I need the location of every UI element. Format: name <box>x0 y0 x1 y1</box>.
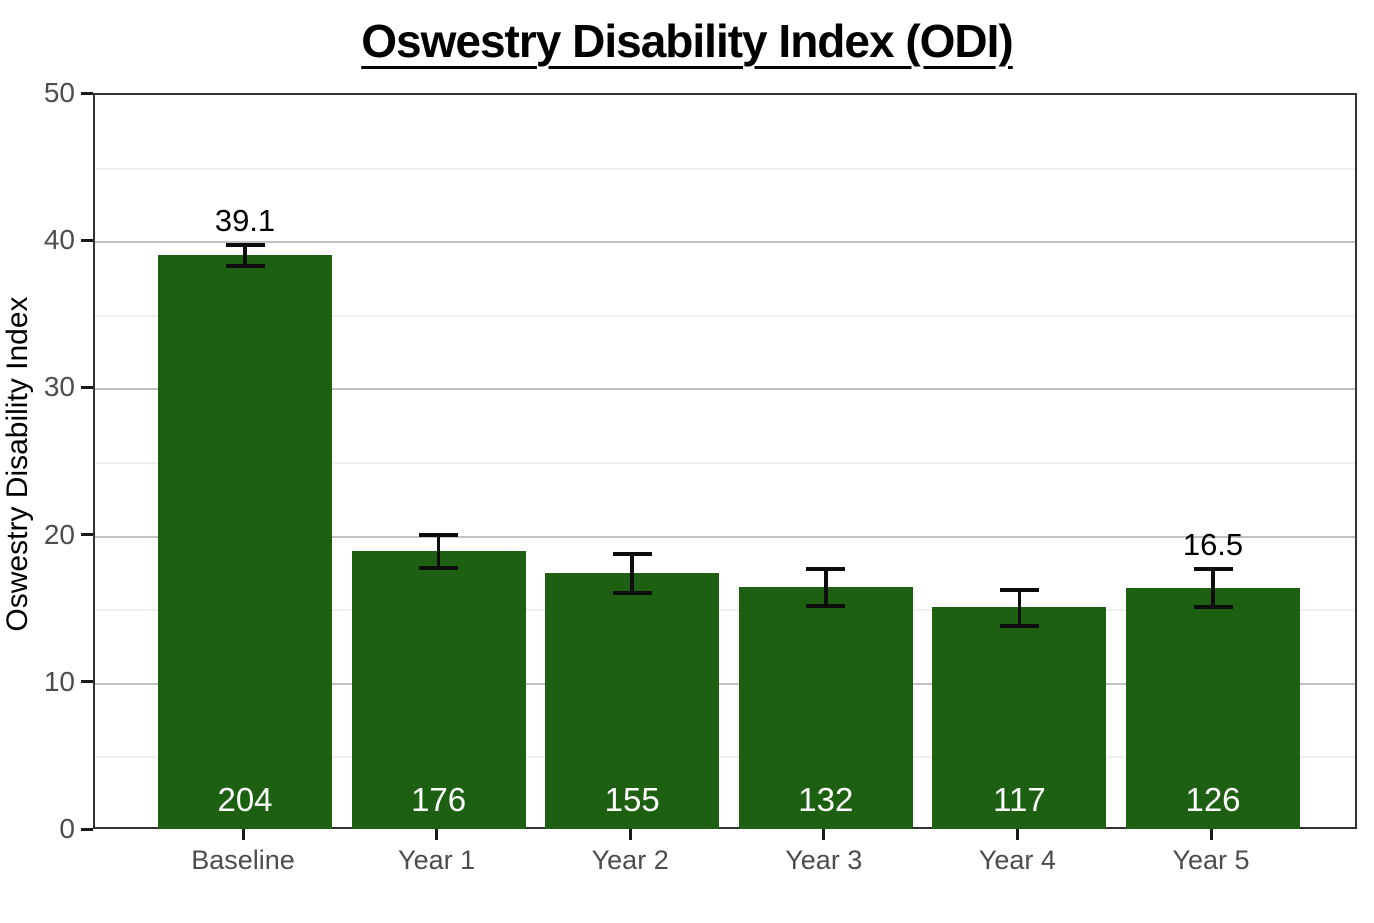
y-tick-mark <box>81 91 93 95</box>
x-tick-mark <box>822 829 826 840</box>
y-tick-label: 30 <box>43 371 75 403</box>
y-tick-label: 10 <box>43 665 75 697</box>
chart-title: Oswestry Disability Index (ODI) <box>361 15 1014 67</box>
error-bar-line <box>824 568 828 606</box>
major-gridline <box>95 682 1355 685</box>
x-tick-mark <box>241 829 245 840</box>
bar-value-label: 39.1 <box>214 203 276 239</box>
y-tick-mark <box>81 827 93 831</box>
error-bar-cap-top <box>1193 566 1233 571</box>
error-bar-cap-bottom <box>999 624 1039 629</box>
bar-count-label: 155 <box>604 781 660 818</box>
error-bar-cap-top <box>999 587 1039 592</box>
bar <box>158 255 332 829</box>
error-bar-line <box>630 554 634 593</box>
x-tick-mark <box>628 829 632 840</box>
bar <box>932 607 1107 829</box>
bar <box>738 586 913 829</box>
x-tick-label: Baseline <box>191 845 295 875</box>
minor-gridline <box>95 756 1355 759</box>
bar-value-label: 16.5 <box>1182 526 1244 562</box>
bar <box>351 551 526 829</box>
y-tick-label: 50 <box>43 77 75 108</box>
bar-count-label: 176 <box>411 781 467 818</box>
major-gridline <box>95 241 1355 244</box>
error-bar-cap-top <box>419 533 459 538</box>
bar-count-label: 132 <box>798 781 854 818</box>
y-tick-mark <box>81 533 93 537</box>
error-bar-cap-bottom <box>806 603 846 608</box>
error-bar-line <box>243 245 247 266</box>
y-tick-mark <box>81 680 93 684</box>
error-bar-cap-bottom <box>612 590 652 595</box>
major-gridline <box>95 535 1355 538</box>
bar-count-label: 126 <box>1185 781 1241 818</box>
minor-gridline <box>95 314 1355 317</box>
error-bar-cap-top <box>612 552 652 557</box>
x-tick-mark <box>435 829 439 840</box>
y-tick-mark <box>81 385 93 389</box>
plot-panel: 204 39.1 176 155 132 117 126 16.5 <box>93 93 1357 829</box>
x-tick-label: Year 5 <box>1172 845 1250 875</box>
x-tick-label: Year 1 <box>398 845 476 875</box>
bar-count-label: 204 <box>217 781 273 818</box>
y-tick-label: 40 <box>43 224 75 256</box>
error-bar-cap-bottom <box>419 565 459 570</box>
x-tick-label: Year 4 <box>978 845 1056 875</box>
error-bar-line <box>1211 568 1215 608</box>
error-bar-cap-bottom <box>225 263 265 268</box>
bar <box>1126 588 1300 829</box>
minor-gridline <box>95 462 1355 464</box>
error-bar-cap-bottom <box>1193 605 1233 610</box>
y-tick-label: 0 <box>59 813 75 844</box>
error-bar-line <box>1017 589 1022 627</box>
x-tick-mark <box>1015 829 1019 840</box>
y-axis-title: Oswestry Disability Index <box>1 296 34 632</box>
major-gridline <box>95 388 1355 391</box>
y-tick-mark <box>81 238 93 242</box>
minor-gridline <box>95 609 1355 612</box>
minor-gridline <box>95 167 1355 170</box>
bar <box>545 573 720 829</box>
bar-count-label: 117 <box>993 781 1046 818</box>
y-tick-label: 20 <box>43 518 75 550</box>
error-bar-line <box>436 535 441 568</box>
x-tick-label: Year 2 <box>591 845 669 875</box>
error-bar-cap-top <box>225 243 265 248</box>
x-tick-mark <box>1209 829 1213 840</box>
error-bar-cap-top <box>806 566 846 571</box>
x-tick-label: Year 3 <box>785 845 863 875</box>
